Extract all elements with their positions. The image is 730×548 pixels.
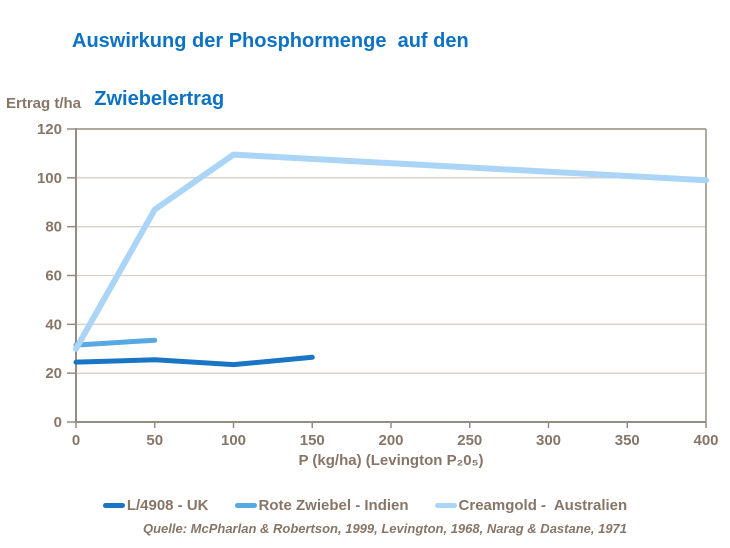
svg-text:0: 0: [54, 414, 62, 431]
svg-text:40: 40: [45, 316, 62, 333]
svg-text:250: 250: [457, 432, 482, 449]
line-marker-icon: [102, 503, 125, 508]
legend-item-creamgold-australien: Creamgold - Australien: [434, 497, 628, 514]
svg-text:150: 150: [300, 432, 325, 449]
legend-label: Creamgold - Australien: [458, 497, 628, 514]
svg-text:120: 120: [37, 121, 62, 138]
legend-label: Rote Zwiebel - Indien: [258, 497, 409, 514]
svg-text:100: 100: [37, 170, 62, 187]
legend-item-l4908-uk: L/4908 - UK: [102, 497, 209, 514]
svg-text:200: 200: [378, 432, 403, 449]
svg-text:20: 20: [45, 365, 62, 382]
svg-text:350: 350: [615, 432, 640, 449]
svg-text:100: 100: [221, 432, 246, 449]
line-marker-icon: [234, 503, 257, 508]
chart-title-line2: Zwiebelertrag: [94, 88, 225, 110]
line-marker-icon: [434, 503, 457, 508]
y-axis-title: Ertrag t/ha: [6, 95, 82, 112]
chart-title: Auswirkung der Phosphormenge auf den Zwi…: [72, 27, 632, 143]
chart-legend: L/4908 - UK Rote Zwiebel - Indien Creamg…: [0, 497, 730, 514]
svg-text:80: 80: [45, 219, 62, 236]
legend-label: L/4908 - UK: [126, 497, 209, 514]
svg-text:60: 60: [45, 268, 62, 285]
svg-text:0: 0: [72, 432, 80, 449]
x-axis-title: P (kg/ha) (Levington P₂0₅): [298, 452, 484, 469]
source-citation: Quelle: McPharlan & Robertson, 1999, Lev…: [142, 521, 628, 536]
legend-item-rote-zwiebel-indien: Rote Zwiebel - Indien: [234, 497, 409, 514]
svg-text:300: 300: [536, 432, 561, 449]
svg-text:50: 50: [146, 432, 163, 449]
chart-title-line1: Auswirkung der Phosphormenge auf den: [72, 30, 469, 52]
svg-text:400: 400: [693, 432, 718, 449]
